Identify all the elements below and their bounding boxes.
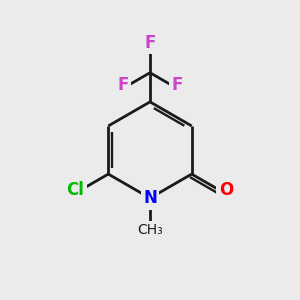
Text: O: O (219, 181, 233, 199)
Text: F: F (172, 76, 183, 94)
Text: N: N (143, 189, 157, 207)
Text: F: F (144, 34, 156, 52)
Text: CH₃: CH₃ (137, 223, 163, 237)
Text: F: F (117, 76, 128, 94)
Text: Cl: Cl (66, 181, 84, 199)
